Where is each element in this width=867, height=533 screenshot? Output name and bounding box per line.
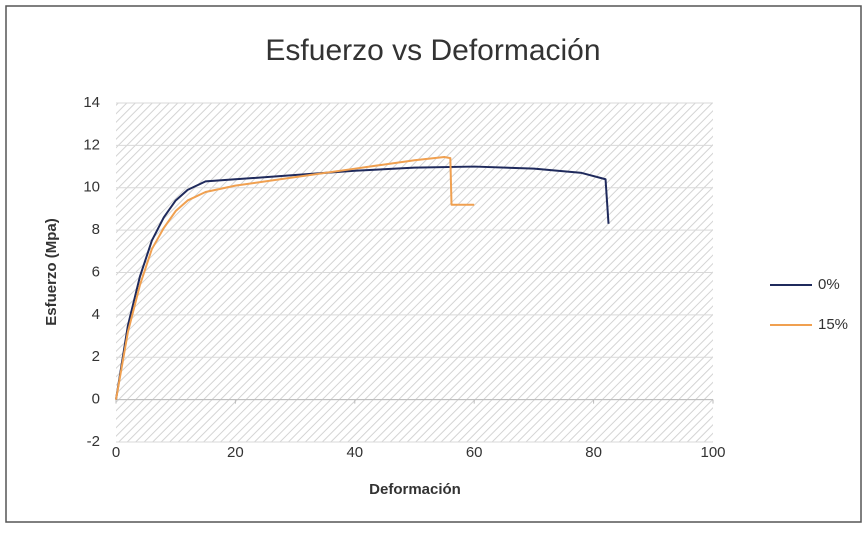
y-tick-label: 14 (83, 94, 100, 111)
x-tick-label: 20 (227, 444, 244, 461)
y-tick-label: -2 (87, 433, 100, 450)
y-tick-label: 0 (92, 391, 100, 408)
x-tick-label: 0 (112, 444, 120, 461)
y-tick-label: 10 (83, 179, 100, 196)
y-tick-label: 8 (92, 221, 100, 238)
chart-title: Esfuerzo vs Deformación (265, 34, 600, 67)
y-tick-label: 2 (92, 348, 100, 365)
legend-label: 15% (818, 316, 848, 333)
legend-label: 0% (818, 276, 840, 293)
x-tick-label: 100 (700, 444, 725, 461)
x-tick-label: 80 (585, 444, 602, 461)
y-tick-label: 12 (83, 136, 100, 153)
y-axis-label: Esfuerzo (Mpa) (43, 218, 60, 326)
y-tick-label: 6 (92, 263, 100, 280)
x-axis-label: Deformación (369, 481, 461, 498)
series-line (115, 156, 475, 400)
x-tick-label: 40 (346, 444, 363, 461)
series-line (115, 165, 610, 400)
y-tick-label: 4 (92, 306, 100, 323)
x-tick-label: 60 (466, 444, 483, 461)
